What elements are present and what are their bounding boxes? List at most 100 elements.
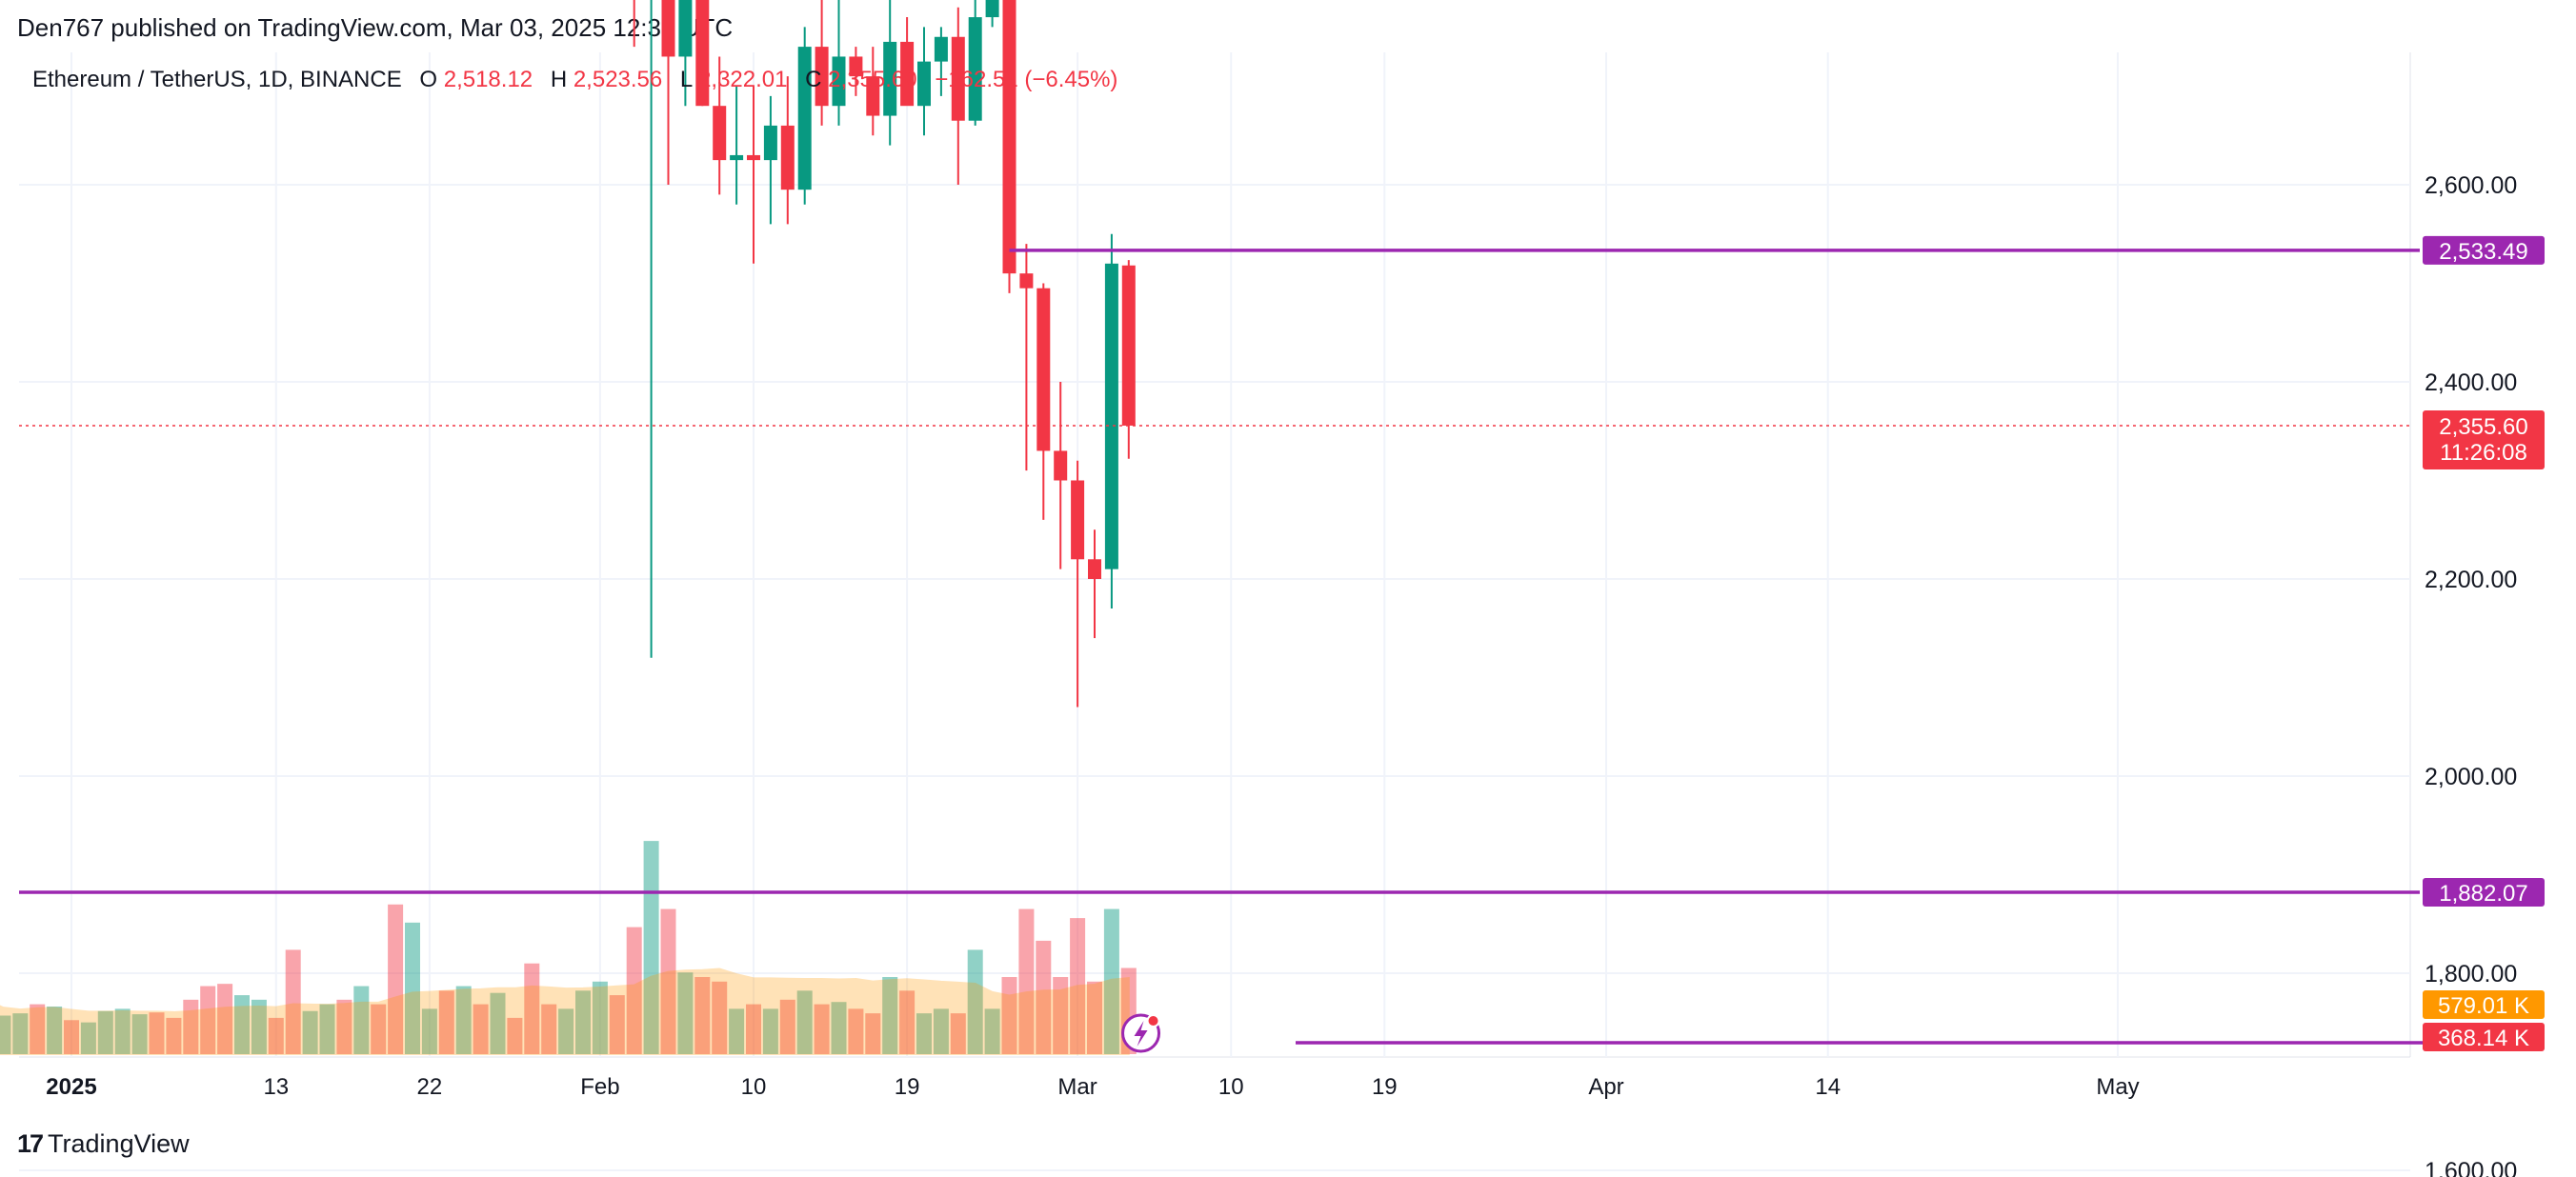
symbol-legend: Ethereum / TetherUS, 1D, BINANCE O 2,518…	[32, 67, 1117, 93]
candle-body	[1121, 265, 1136, 426]
volume-bar	[933, 1008, 949, 1054]
volume-bar	[984, 1008, 1000, 1054]
volume-bar	[746, 1004, 761, 1054]
x-tick-label: 10	[741, 1074, 767, 1100]
x-tick-label: 13	[263, 1074, 289, 1100]
level-price-tag	[2423, 878, 2545, 908]
volume-bar	[353, 986, 370, 1054]
volume-bar	[831, 1002, 847, 1054]
volume-bar	[405, 922, 420, 1054]
change-value: −162.51 (−6.45%)	[935, 67, 1118, 92]
volume-bar	[592, 981, 608, 1054]
volume-bar	[438, 990, 454, 1054]
candle-body	[815, 47, 829, 107]
x-tick-label: 19	[1372, 1074, 1398, 1100]
candle-body	[883, 41, 897, 116]
volume-bar	[609, 995, 625, 1054]
candle-body	[730, 154, 744, 161]
candle-body	[849, 56, 863, 77]
volume-bar	[643, 841, 659, 1054]
candle-body	[934, 36, 948, 62]
volume-bar	[421, 1008, 437, 1054]
publisher-header: Den767 published on TradingView.com, Mar…	[17, 13, 734, 42]
open-label: O	[419, 67, 438, 92]
candle-body	[1054, 450, 1068, 481]
level-price-label: 1,882.07	[2439, 881, 2527, 907]
volume-bar	[285, 949, 301, 1054]
low-value: 2,322.01	[698, 67, 788, 92]
candle-body	[1104, 263, 1118, 569]
volume-bar	[302, 1010, 318, 1054]
volume-bar	[371, 1004, 387, 1054]
x-tick-label: Apr	[1588, 1074, 1623, 1100]
volume-bar	[967, 949, 983, 1054]
countdown-label: 11:26:08	[2440, 440, 2527, 466]
x-tick-label: 2025	[46, 1074, 96, 1100]
volume-bar	[97, 1010, 113, 1054]
candle-body	[747, 154, 760, 161]
symbol-title: Ethereum / TetherUS, 1D, BINANCE	[32, 67, 402, 92]
high-value: 2,523.56	[573, 67, 663, 92]
volume-bar	[541, 1004, 557, 1054]
candle-body	[661, 0, 675, 57]
tradingview-brand: TradingView	[48, 1129, 190, 1158]
close-value: 2,355.60	[828, 67, 917, 92]
volume-bar	[388, 904, 404, 1054]
high-label: H	[550, 67, 568, 92]
tradingview-footer[interactable]: 17 TradingView	[17, 1129, 190, 1159]
y-tick-label: 2,400.00	[2425, 369, 2517, 396]
x-tick-label: May	[2096, 1074, 2139, 1100]
volume-bar	[336, 999, 352, 1054]
candle-body	[1088, 559, 1101, 579]
candle-body	[797, 47, 812, 190]
volume-bar	[64, 1020, 79, 1054]
volume-bar	[524, 963, 540, 1054]
volume-bar	[677, 972, 694, 1054]
volume-bar	[183, 999, 199, 1054]
volume-bar	[1087, 981, 1102, 1054]
x-tick-label: 19	[895, 1074, 920, 1100]
candle-body	[968, 17, 982, 121]
x-tick-label: 22	[417, 1074, 443, 1100]
volume-bar	[490, 992, 506, 1054]
y-tick-label: 2,200.00	[2425, 567, 2517, 593]
volume-bar	[660, 908, 676, 1054]
bolt-icon	[1134, 1021, 1148, 1047]
y-tick-label: 2,600.00	[2425, 172, 2517, 199]
candle-body	[678, 0, 693, 57]
volume-tag	[2423, 990, 2545, 1019]
candle-body	[985, 0, 999, 18]
candle-body	[866, 76, 880, 116]
volume-bar	[319, 1004, 335, 1054]
volume-label: 368.14 K	[2438, 1026, 2529, 1051]
notification-dot-icon	[1146, 1014, 1160, 1027]
volume-bar	[1103, 908, 1119, 1054]
y-tick-label: 2,000.00	[2425, 764, 2517, 790]
volume-bar	[558, 1008, 574, 1054]
candle-body	[713, 106, 727, 161]
x-tick-label: 10	[1218, 1074, 1244, 1100]
candle-body	[763, 125, 777, 161]
candle-body	[780, 125, 795, 190]
volume-bar	[47, 1006, 63, 1054]
volume-bar	[814, 1004, 830, 1054]
volume-bar	[131, 1014, 148, 1054]
candle-body	[917, 61, 931, 107]
volume-bar	[455, 986, 472, 1054]
x-tick-label: 14	[1815, 1074, 1841, 1100]
y-tick-label: 2,800.00	[2425, 0, 2517, 2]
volume-bar	[234, 995, 250, 1054]
candle-body	[951, 36, 965, 121]
volume-tag	[2423, 1023, 2545, 1051]
volume-bar	[712, 981, 728, 1054]
volume-bar	[916, 1013, 932, 1054]
candle-body	[1071, 480, 1085, 560]
y-tick-label: 1,800.00	[2425, 961, 2517, 987]
volume-bar	[251, 999, 267, 1054]
volume-bar	[1070, 918, 1086, 1054]
volume-bar	[796, 990, 813, 1054]
volume-bar	[729, 1008, 745, 1054]
candle-body	[900, 41, 915, 107]
volume-bar	[217, 984, 233, 1054]
